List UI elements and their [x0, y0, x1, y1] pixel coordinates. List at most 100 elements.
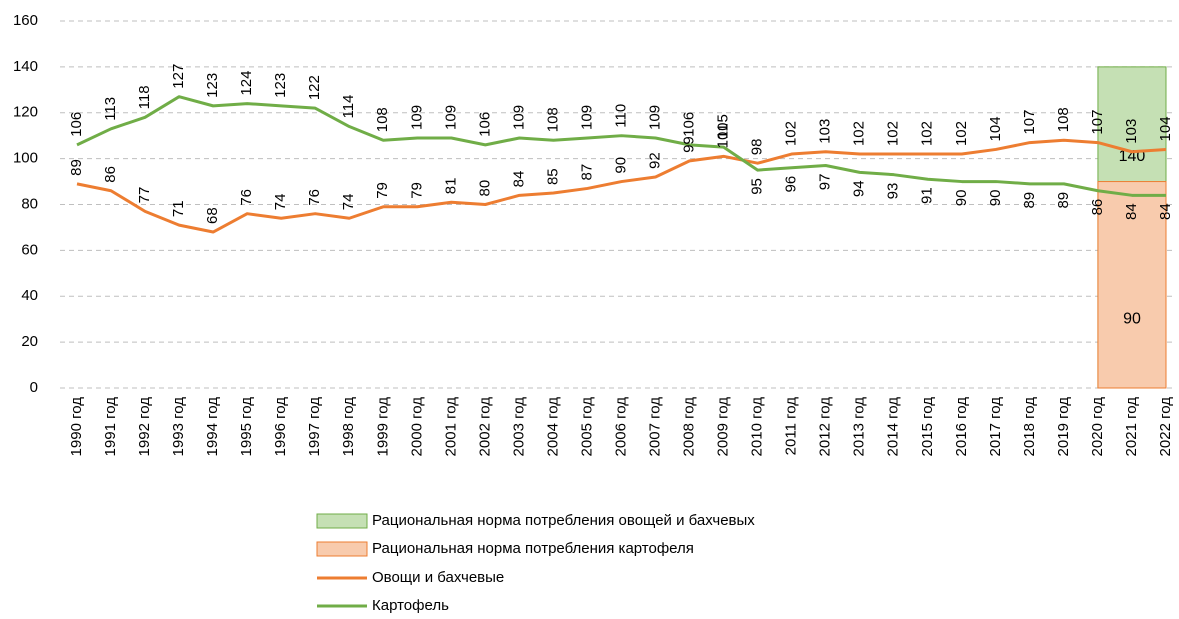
- x-tick-label: 1993 год: [170, 397, 187, 457]
- data-label: 105: [715, 114, 732, 139]
- data-label: 95: [749, 178, 766, 195]
- data-label: 101: [715, 123, 732, 148]
- data-label: 113: [102, 97, 119, 121]
- data-label: 114: [340, 95, 357, 119]
- data-label: 77: [136, 187, 153, 204]
- x-tick-label: 2005 год: [578, 397, 595, 457]
- data-label: 110: [612, 104, 629, 128]
- data-label: 102: [885, 121, 902, 146]
- x-tick-label: 2012 год: [817, 397, 834, 457]
- data-label: 87: [578, 164, 595, 181]
- data-label: 96: [783, 176, 800, 193]
- data-label: 79: [374, 182, 391, 199]
- line: [76, 138, 1167, 234]
- data-label: 109: [442, 105, 459, 130]
- legend-swatch: [316, 541, 368, 557]
- data-label: 123: [204, 73, 221, 98]
- legend-swatch: [316, 513, 368, 529]
- line: [76, 95, 1166, 197]
- data-label: 84: [510, 171, 527, 188]
- x-tick-label: 2001 год: [442, 397, 459, 457]
- data-label: 90: [987, 190, 1004, 207]
- x-tick-label: 2021 год: [1123, 397, 1140, 457]
- x-tick-label: 2018 год: [1021, 397, 1038, 457]
- data-label: 92: [647, 152, 664, 169]
- data-label: 93: [885, 183, 902, 200]
- data-label: 98: [749, 139, 766, 156]
- data-label: 84: [1123, 203, 1140, 220]
- y-tick-label: 0: [30, 379, 38, 396]
- x-tick-label: 1997 год: [306, 397, 323, 457]
- data-label: 97: [817, 174, 834, 191]
- x-tick-label: 2003 год: [510, 397, 527, 457]
- y-tick-label: 80: [21, 195, 38, 212]
- y-tick-label: 140: [13, 58, 38, 75]
- x-tick-label: 2013 год: [851, 397, 868, 457]
- data-label: 104: [987, 116, 1004, 141]
- data-label: 123: [272, 73, 289, 98]
- x-tick-label: 1991 год: [102, 397, 119, 457]
- data-label: 76: [306, 189, 323, 206]
- data-label: 90: [612, 157, 629, 174]
- data-label: 109: [647, 105, 664, 130]
- x-tick-label: 2004 год: [544, 397, 561, 457]
- x-tick-label: 2000 год: [408, 397, 425, 457]
- x-tick-label: 2008 год: [681, 397, 698, 457]
- data-label: 124: [238, 71, 255, 96]
- data-label: 74: [340, 194, 357, 211]
- legend-label: Картофель: [372, 597, 449, 614]
- x-tick-label: 2019 год: [1055, 397, 1072, 457]
- y-tick-label: 160: [13, 12, 38, 29]
- data-label: 89: [1055, 192, 1072, 209]
- x-tick-label: 1999 год: [374, 397, 391, 457]
- data-label: 86: [102, 166, 119, 183]
- y-tick-label: 40: [21, 287, 38, 304]
- data-label: 71: [170, 200, 187, 217]
- data-label: 108: [1055, 107, 1072, 132]
- y-tick-label: 20: [21, 333, 38, 350]
- data-label: 109: [408, 105, 425, 130]
- data-label: 79: [408, 182, 425, 199]
- data-label: 103: [817, 119, 834, 144]
- data-label: 109: [510, 105, 527, 130]
- x-tick-label: 2016 год: [953, 397, 970, 457]
- x-tick-label: 1996 год: [272, 397, 289, 457]
- data-label: 107: [1021, 110, 1038, 135]
- y-tick-label: 120: [13, 104, 38, 121]
- data-label: 106: [681, 112, 698, 137]
- data-label: 89: [1021, 192, 1038, 209]
- x-tick-label: 2017 год: [987, 397, 1004, 457]
- data-label: 102: [953, 121, 970, 146]
- data-label: 80: [476, 180, 493, 197]
- x-tick-label: 2010 год: [749, 397, 766, 457]
- data-label: 102: [851, 121, 868, 146]
- data-label: 76: [238, 189, 255, 206]
- data-label: 99: [681, 136, 698, 153]
- data-label: 107: [1089, 110, 1106, 135]
- data-label: 102: [919, 121, 936, 146]
- data-label: 102: [783, 121, 800, 146]
- legend-label: Рациональная норма потребления овощей и …: [372, 512, 755, 529]
- data-label: 94: [851, 180, 868, 197]
- x-tick-label: 2020 год: [1089, 397, 1106, 457]
- bar-value-label: 90: [1123, 310, 1141, 327]
- data-label: 122: [306, 75, 323, 100]
- norm-bar: [1097, 181, 1167, 389]
- data-label: 108: [544, 107, 561, 132]
- data-label: 85: [544, 168, 561, 185]
- legend-label: Рациональная норма потребления картофеля: [372, 540, 694, 557]
- x-tick-label: 1990 год: [68, 397, 85, 457]
- legend-label: Овощи и бахчевые: [372, 569, 504, 586]
- x-tick-label: 1998 год: [340, 397, 357, 457]
- x-tick-label: 1995 год: [238, 397, 255, 457]
- x-tick-label: 2015 год: [919, 397, 936, 457]
- data-label: 91: [919, 187, 936, 204]
- data-label: 89: [68, 159, 85, 176]
- x-tick-label: 2007 год: [647, 397, 664, 457]
- data-label: 86: [1089, 199, 1106, 216]
- data-label: 127: [170, 64, 187, 89]
- y-tick-label: 60: [21, 241, 38, 258]
- data-label: 106: [68, 112, 85, 137]
- data-label: 108: [374, 107, 391, 132]
- x-tick-label: 2014 год: [885, 397, 902, 457]
